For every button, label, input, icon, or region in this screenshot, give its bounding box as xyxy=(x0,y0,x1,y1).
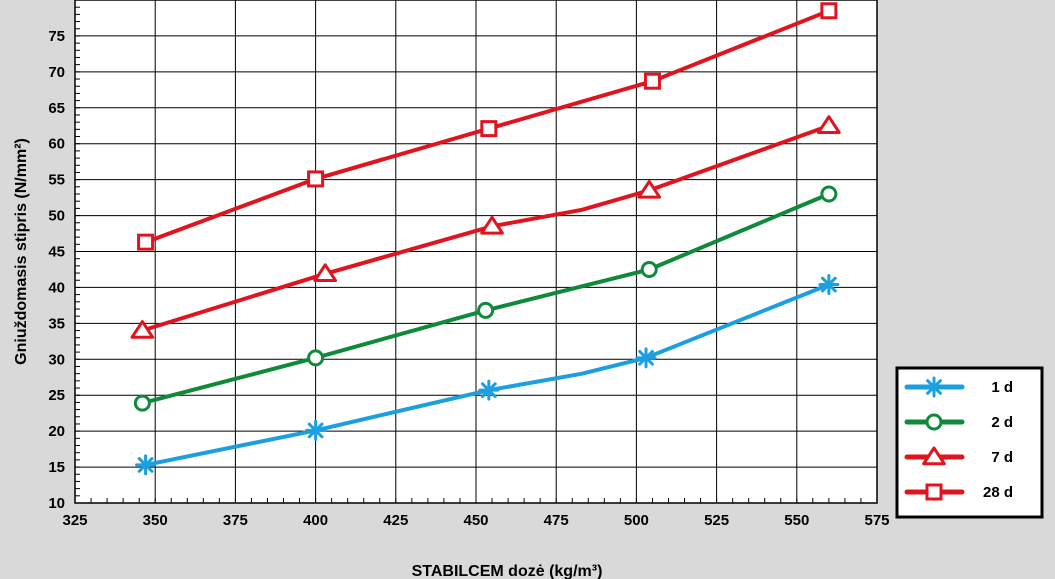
series-2d xyxy=(133,185,838,412)
marker-square xyxy=(643,72,661,90)
marker-stroke xyxy=(307,422,324,439)
legend-item: 2 d xyxy=(904,413,1013,431)
marker-square xyxy=(480,120,498,138)
marker-asterisk xyxy=(923,376,945,398)
marker-circle xyxy=(133,394,151,412)
y-tick-label: 60 xyxy=(48,136,65,153)
legend-item: 1 d xyxy=(904,376,1013,398)
marker-asterisk xyxy=(635,347,657,369)
x-tick-label: 500 xyxy=(624,512,649,529)
series-7d xyxy=(130,115,841,339)
x-tick-label: 550 xyxy=(784,512,809,529)
x-tick-label: 575 xyxy=(864,512,889,529)
y-tick-label: 45 xyxy=(48,244,65,261)
x-tick-label: 325 xyxy=(62,512,87,529)
legend-label: 1 d xyxy=(991,379,1013,396)
marker-circle xyxy=(925,413,943,431)
marker-circle xyxy=(477,301,495,319)
y-tick-label: 75 xyxy=(48,28,65,45)
series-1d xyxy=(135,274,840,476)
y-tick-label: 40 xyxy=(48,279,65,296)
legend: 1 d 2 d 7 d 28 d xyxy=(895,366,1044,519)
marker-asterisk xyxy=(135,454,157,476)
plot-border xyxy=(74,0,878,504)
series-line xyxy=(143,282,831,467)
x-tick-label: 475 xyxy=(544,512,569,529)
y-tick-label: 55 xyxy=(48,172,65,189)
legend-label: 28 d xyxy=(983,484,1013,501)
marker-triangle xyxy=(922,446,946,466)
marker-circle xyxy=(820,185,838,203)
y-tick-label: 10 xyxy=(48,495,65,512)
marker-stroke xyxy=(480,382,497,399)
marker-stroke xyxy=(638,349,654,366)
legend-item: 7 d xyxy=(904,446,1013,466)
marker-stroke xyxy=(926,379,942,395)
y-axis-title: Gniuždomasis stipris (N/mm²) xyxy=(13,138,30,365)
y-tick-label: 15 xyxy=(48,459,65,476)
x-tick-label: 450 xyxy=(463,512,488,529)
y-tick-label: 25 xyxy=(48,387,65,404)
x-tick-label: 350 xyxy=(143,512,168,529)
x-tick-label: 425 xyxy=(383,512,408,529)
marker-square xyxy=(137,233,155,251)
x-tick-label: 525 xyxy=(704,512,729,529)
y-tick-label: 65 xyxy=(48,100,65,117)
series-line xyxy=(140,123,831,333)
legend-label: 7 d xyxy=(991,449,1013,466)
marker-circle xyxy=(307,349,325,367)
x-tick-label: 400 xyxy=(303,512,328,529)
marker-triangle xyxy=(637,179,662,199)
marker-triangle xyxy=(480,215,504,235)
y-tick-label: 50 xyxy=(48,208,65,225)
x-tick-label: 375 xyxy=(223,512,248,529)
y-tick-label: 30 xyxy=(48,351,65,368)
x-axis-title: STABILCEM dozė (kg/m³) xyxy=(412,563,603,579)
legend-item: 28 d xyxy=(904,483,1013,501)
marker-stroke xyxy=(821,276,837,293)
marker-asterisk xyxy=(478,379,500,401)
legend-box xyxy=(895,366,1044,519)
marker-square xyxy=(925,483,943,501)
y-tick-label: 70 xyxy=(48,64,65,81)
marker-triangle xyxy=(817,115,841,134)
marker-square xyxy=(307,170,325,188)
marker-circle xyxy=(640,260,658,278)
marker-triangle xyxy=(130,320,155,339)
marker-stroke xyxy=(137,457,154,473)
marker-square xyxy=(820,2,838,20)
marker-asterisk xyxy=(305,419,327,441)
y-tick-label: 20 xyxy=(48,423,65,440)
series-28d xyxy=(137,2,838,251)
marker-triangle xyxy=(313,263,338,283)
y-tick-label: 35 xyxy=(48,315,65,332)
marker-asterisk xyxy=(818,274,840,296)
legend-label: 2 d xyxy=(991,414,1013,431)
